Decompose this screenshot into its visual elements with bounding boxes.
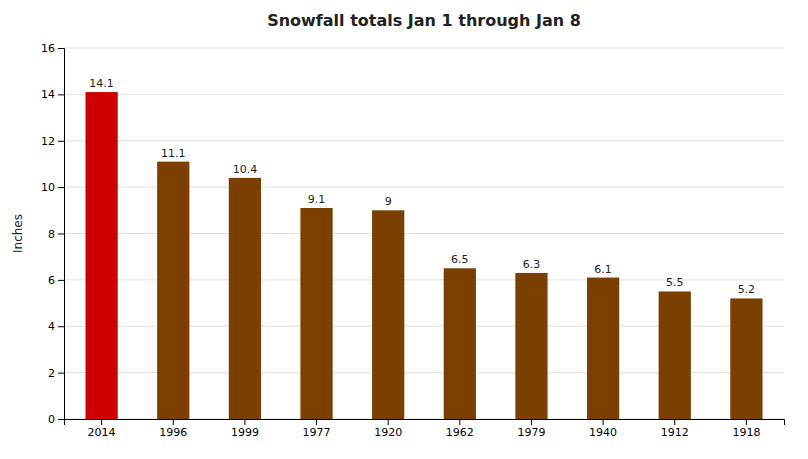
grid-line — [64, 94, 784, 95]
y-tick: 8 — [48, 228, 64, 241]
x-tick-mark — [603, 419, 604, 425]
bar — [515, 273, 547, 419]
y-tick: 6 — [48, 274, 64, 287]
x-tick-mark — [316, 419, 317, 425]
x-tick-label: 1996 — [159, 426, 187, 439]
data-label: 6.5 — [451, 253, 469, 266]
bar — [444, 268, 476, 419]
y-axis-line — [58, 49, 65, 420]
y-tick: 0 — [48, 413, 64, 426]
x-tick: 1940 — [589, 419, 617, 439]
x-tick: 1979 — [517, 419, 545, 439]
data-label: 10.4 — [233, 163, 257, 176]
y-axis-title: Inches — [11, 214, 25, 253]
data-label: 5.5 — [666, 276, 684, 289]
y-tick: 10 — [41, 181, 64, 194]
bar — [659, 291, 691, 419]
bar — [229, 178, 261, 419]
bar — [372, 210, 404, 419]
y-tick-mark — [58, 187, 64, 188]
y-tick-label: 8 — [48, 228, 55, 241]
x-tick-label: 1920 — [374, 426, 402, 439]
y-tick-mark — [58, 141, 64, 142]
grid-line — [64, 140, 784, 141]
x-tick-label: 1940 — [589, 426, 617, 439]
bar — [300, 208, 332, 419]
y-tick: 14 — [41, 88, 64, 101]
data-label: 14.1 — [89, 77, 114, 90]
x-tick: 1918 — [732, 419, 760, 439]
y-tick-mark — [58, 234, 64, 235]
x-tick-label: 1979 — [517, 426, 545, 439]
x-tick-label: 1918 — [732, 426, 760, 439]
grid-line — [64, 48, 784, 49]
y-tick-mark — [58, 280, 64, 281]
x-tick: 1912 — [661, 419, 689, 439]
y-tick-mark — [58, 326, 64, 327]
x-tick: 1977 — [303, 419, 331, 439]
y-tick-mark — [58, 48, 64, 49]
x-tick-mark — [101, 419, 102, 425]
x-tick-label: 2014 — [88, 426, 116, 439]
y-axis: 0 2 4 6 8 10 12 14 16 — [41, 42, 65, 426]
x-tick-mark — [531, 419, 532, 425]
y-tick: 4 — [48, 320, 64, 333]
x-tick-mark — [674, 419, 675, 425]
data-label: 6.1 — [594, 263, 612, 276]
y-tick-label: 2 — [48, 367, 55, 380]
y-tick-mark — [58, 94, 64, 95]
y-tick-label: 6 — [48, 274, 55, 287]
x-tick-label: 1962 — [446, 426, 474, 439]
x-axis-line — [65, 420, 785, 426]
y-tick-mark — [58, 419, 64, 420]
plot-area: 14.111.110.49.196.56.36.15.55.2201419961… — [41, 42, 785, 439]
bar — [157, 162, 189, 419]
y-tick-label: 16 — [41, 42, 55, 55]
y-tick: 16 — [41, 42, 64, 55]
data-label: 6.3 — [523, 258, 541, 271]
y-tick-label: 12 — [41, 135, 55, 148]
bar — [730, 298, 762, 419]
chart: 14.111.110.49.196.56.36.15.55.2201419961… — [0, 0, 808, 459]
y-tick: 2 — [48, 367, 64, 380]
data-labels: 14.1 11.1 10.4 9.1 9 6.5 6.3 6.1 5.5 5.2 — [89, 77, 755, 296]
x-axis: 2014 1996 1999 1977 1920 1962 1979 1940 1912 1918 — [65, 419, 785, 439]
x-tick: 1996 — [159, 419, 187, 439]
y-tick-label: 4 — [48, 320, 55, 333]
y-tick: 12 — [41, 135, 64, 148]
y-tick-mark — [58, 373, 64, 374]
x-tick-label: 1977 — [303, 426, 331, 439]
y-tick-label: 14 — [41, 88, 55, 101]
data-label: 9 — [385, 195, 392, 208]
x-tick: 1962 — [446, 419, 474, 439]
x-tick-label: 1999 — [231, 426, 259, 439]
x-tick-mark — [746, 419, 747, 425]
x-tick-mark — [244, 419, 245, 425]
bar — [85, 92, 117, 419]
data-label: 5.2 — [738, 283, 756, 296]
y-tick-label: 10 — [41, 181, 55, 194]
bars — [85, 92, 762, 419]
chart-title: Snowfall totals Jan 1 through Jan 8 — [267, 11, 581, 30]
x-tick-mark — [459, 419, 460, 425]
bar — [587, 278, 619, 419]
x-tick-label: 1912 — [661, 426, 689, 439]
x-tick-mark — [173, 419, 174, 425]
x-tick: 1999 — [231, 419, 259, 439]
y-tick-label: 0 — [48, 413, 55, 426]
data-label: 9.1 — [308, 193, 326, 206]
grid — [64, 48, 784, 419]
x-tick: 2014 — [88, 419, 116, 439]
data-label: 11.1 — [161, 147, 186, 160]
x-tick-mark — [388, 419, 389, 425]
x-tick: 1920 — [374, 419, 402, 439]
